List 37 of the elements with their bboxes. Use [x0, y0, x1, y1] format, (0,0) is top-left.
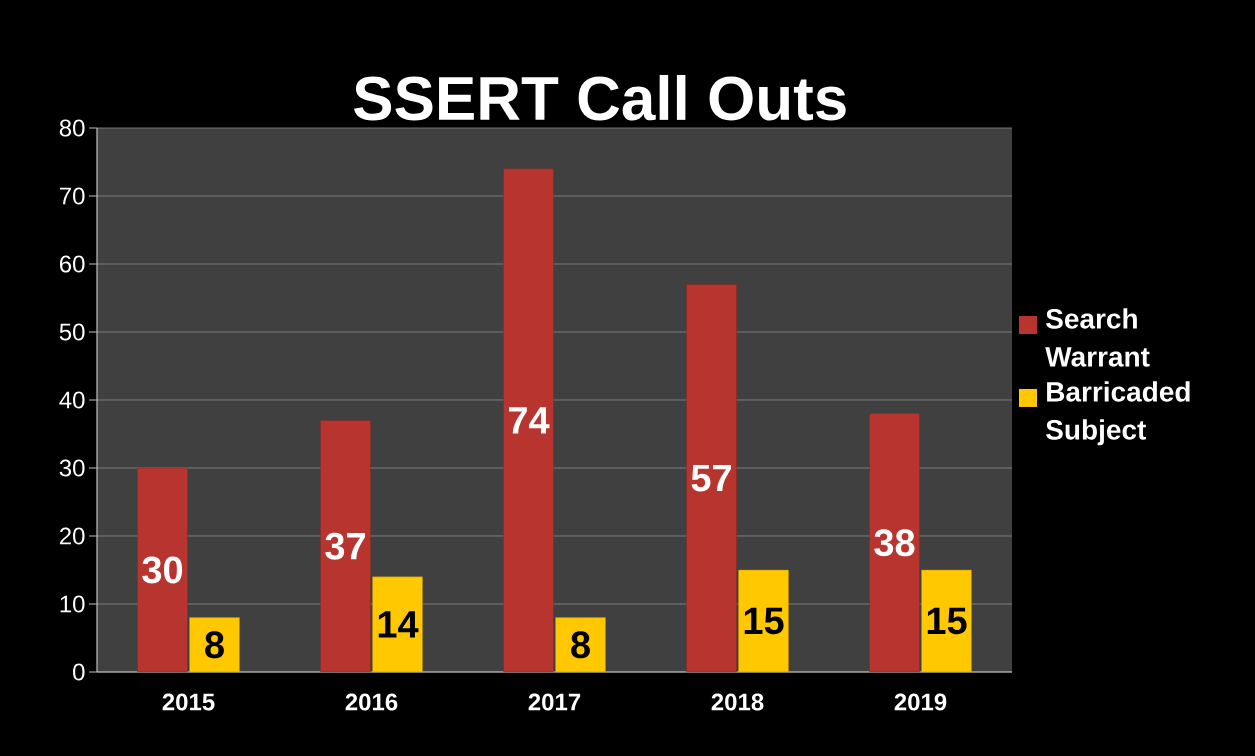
- y-tick-label: 80: [59, 119, 85, 137]
- y-tick-label: 70: [60, 187, 85, 205]
- legend-label: Barricaded Subject: [1046, 381, 1190, 446]
- bar: [137, 467, 188, 673]
- bar: [738, 569, 789, 673]
- y-tick-label: 40: [59, 391, 85, 409]
- bar: [372, 576, 423, 673]
- data-label: 14: [378, 611, 419, 638]
- y-tick-label: 10: [60, 595, 85, 613]
- data-label: 38: [874, 529, 915, 557]
- data-label: 8: [205, 631, 224, 659]
- data-label: 57: [691, 464, 731, 492]
- data-label: 15: [744, 607, 784, 635]
- y-tick-label: 0: [73, 663, 85, 681]
- data-label: 74: [509, 407, 550, 434]
- bar: [869, 413, 920, 673]
- bar: [921, 569, 972, 673]
- y-tick-label: 60: [60, 255, 85, 273]
- y-tick-label: 50: [59, 323, 85, 341]
- x-tick-label: 2016: [345, 693, 398, 711]
- chart-title: SSERT Call Outs: [354, 74, 846, 121]
- data-label: 8: [571, 631, 590, 659]
- x-tick-label: 2018: [711, 693, 764, 711]
- data-label: 37: [325, 532, 365, 560]
- bar: [686, 284, 737, 673]
- data-label: 30: [142, 556, 183, 584]
- legend-label: Search Warrant: [1045, 308, 1150, 367]
- data-label: 15: [927, 607, 967, 635]
- x-tick-label: 2017: [528, 693, 581, 711]
- x-tick-label: 2019: [894, 693, 947, 711]
- y-tick-label: 20: [59, 527, 85, 545]
- bar: [320, 420, 371, 673]
- bar: [189, 617, 240, 673]
- bar: [555, 617, 606, 673]
- y-tick-label: 30: [59, 459, 85, 477]
- bar: [503, 168, 554, 673]
- x-tick-label: 2015: [162, 693, 215, 711]
